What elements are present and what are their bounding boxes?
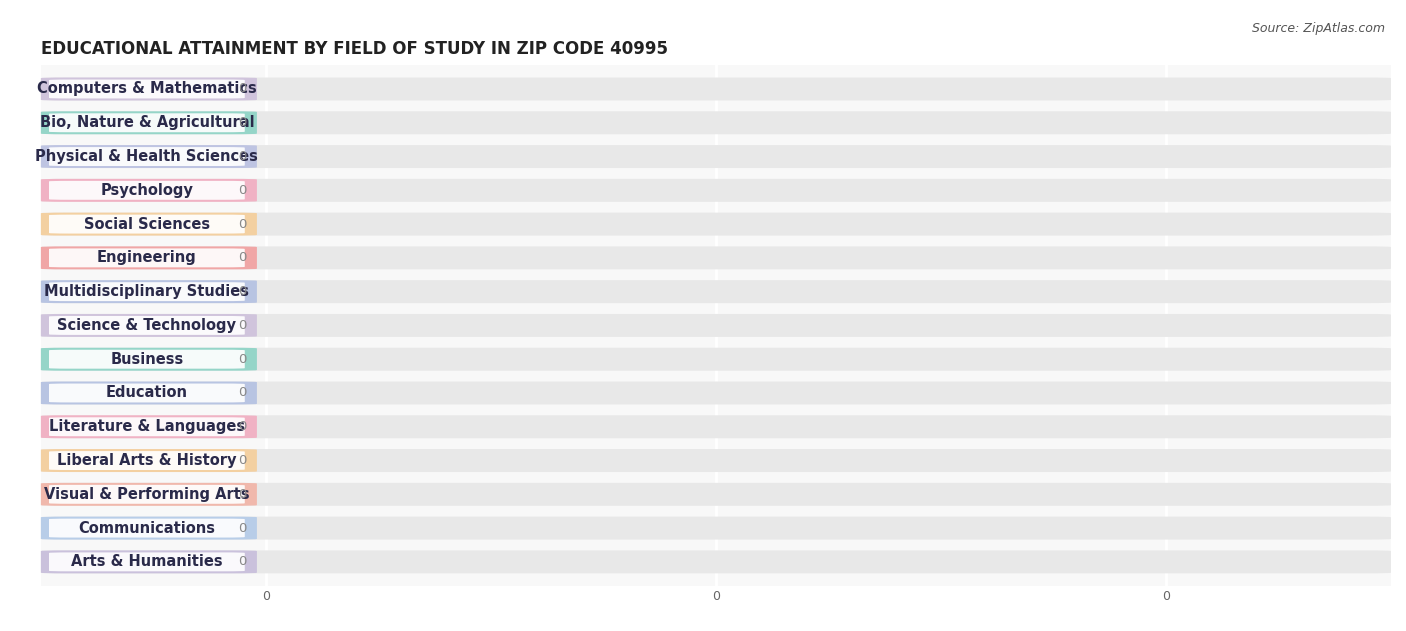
FancyBboxPatch shape [49,181,245,200]
Text: 0: 0 [238,251,246,264]
Text: Physical & Health Sciences: Physical & Health Sciences [35,149,259,164]
FancyBboxPatch shape [49,147,245,166]
FancyBboxPatch shape [41,449,257,472]
Text: Liberal Arts & History: Liberal Arts & History [58,453,236,468]
Text: Engineering: Engineering [97,251,197,266]
Text: 0: 0 [238,319,246,332]
FancyBboxPatch shape [41,483,1391,506]
FancyBboxPatch shape [41,78,257,100]
Text: Social Sciences: Social Sciences [84,216,209,232]
FancyBboxPatch shape [41,246,1391,269]
Text: Business: Business [110,351,184,367]
Text: Science & Technology: Science & Technology [58,318,236,333]
Text: 0: 0 [238,454,246,467]
Text: 0: 0 [238,150,246,163]
FancyBboxPatch shape [41,550,257,574]
FancyBboxPatch shape [41,280,257,303]
FancyBboxPatch shape [41,382,257,404]
Text: Arts & Humanities: Arts & Humanities [72,555,222,569]
FancyBboxPatch shape [41,348,257,370]
Text: 0: 0 [238,83,246,95]
Text: Psychology: Psychology [100,183,193,198]
Text: 0: 0 [238,555,246,569]
Text: Visual & Performing Arts: Visual & Performing Arts [44,487,250,502]
Text: Communications: Communications [79,521,215,536]
FancyBboxPatch shape [41,517,257,540]
FancyBboxPatch shape [49,114,245,133]
Text: Source: ZipAtlas.com: Source: ZipAtlas.com [1251,22,1385,35]
Text: 0: 0 [238,285,246,298]
FancyBboxPatch shape [49,384,245,403]
FancyBboxPatch shape [41,382,1391,404]
FancyBboxPatch shape [49,485,245,504]
Text: 0: 0 [238,353,246,366]
FancyBboxPatch shape [41,348,1391,370]
Text: 0: 0 [238,116,246,129]
FancyBboxPatch shape [41,78,1391,100]
Text: 0: 0 [238,184,246,197]
FancyBboxPatch shape [41,415,1391,439]
Text: Education: Education [105,386,188,401]
FancyBboxPatch shape [41,314,1391,337]
FancyBboxPatch shape [41,517,1391,540]
FancyBboxPatch shape [49,417,245,436]
FancyBboxPatch shape [49,80,245,98]
Text: Literature & Languages: Literature & Languages [49,419,245,434]
FancyBboxPatch shape [41,111,1391,134]
FancyBboxPatch shape [41,246,257,269]
FancyBboxPatch shape [49,519,245,538]
FancyBboxPatch shape [41,550,1391,574]
Text: 0: 0 [238,218,246,230]
FancyBboxPatch shape [41,179,1391,202]
FancyBboxPatch shape [49,451,245,470]
FancyBboxPatch shape [41,111,257,134]
FancyBboxPatch shape [49,316,245,335]
FancyBboxPatch shape [49,249,245,268]
FancyBboxPatch shape [41,145,257,168]
FancyBboxPatch shape [41,483,257,506]
FancyBboxPatch shape [41,449,1391,472]
Text: Bio, Nature & Agricultural: Bio, Nature & Agricultural [39,115,254,130]
FancyBboxPatch shape [41,314,257,337]
FancyBboxPatch shape [41,179,257,202]
Text: 0: 0 [238,420,246,433]
FancyBboxPatch shape [41,213,1391,235]
FancyBboxPatch shape [49,282,245,301]
Text: 0: 0 [238,522,246,534]
FancyBboxPatch shape [49,552,245,571]
FancyBboxPatch shape [49,215,245,233]
Text: 0: 0 [238,488,246,501]
FancyBboxPatch shape [49,350,245,369]
Text: EDUCATIONAL ATTAINMENT BY FIELD OF STUDY IN ZIP CODE 40995: EDUCATIONAL ATTAINMENT BY FIELD OF STUDY… [41,40,668,58]
FancyBboxPatch shape [41,145,1391,168]
Text: 0: 0 [238,387,246,399]
Text: Computers & Mathematics: Computers & Mathematics [37,81,257,97]
FancyBboxPatch shape [41,213,257,235]
Text: Multidisciplinary Studies: Multidisciplinary Studies [45,284,249,299]
FancyBboxPatch shape [41,280,1391,303]
FancyBboxPatch shape [41,415,257,439]
